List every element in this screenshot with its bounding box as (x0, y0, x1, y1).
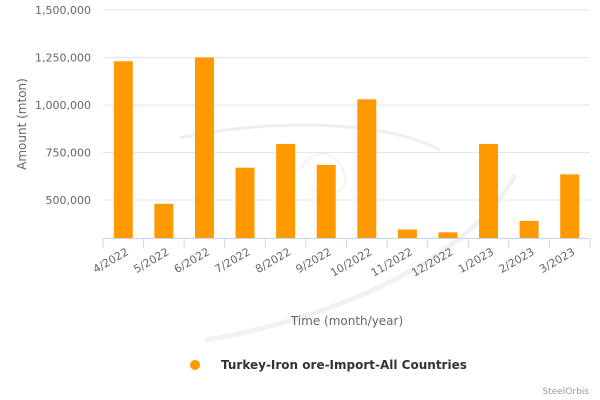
bar[interactable] (235, 167, 255, 238)
bar[interactable] (438, 232, 458, 238)
y-tick-label: 1,000,000 (35, 99, 91, 112)
y-axis-title: Amount (mton) (15, 78, 29, 170)
x-tick-label: 1/2023 (456, 245, 496, 276)
y-tick-labels: 500,000 750,000 1,000,000 1,250,000 1,500,00… (35, 4, 91, 207)
bar[interactable] (479, 143, 499, 238)
legend-label: Turkey-Iron ore-Import-All Countries (221, 358, 467, 372)
y-tick-label: 500,000 (46, 194, 92, 207)
bar[interactable] (560, 174, 580, 238)
bar[interactable] (519, 220, 539, 238)
x-tick-label: 9/2022 (294, 245, 334, 276)
bars (113, 57, 580, 239)
legend[interactable]: Turkey-Iron ore-Import-All Countries (190, 358, 467, 372)
x-axis-title: Time (month/year) (290, 314, 403, 328)
credit-label[interactable]: SteelOrbis (542, 387, 589, 397)
bar[interactable] (113, 61, 133, 238)
bar[interactable] (357, 99, 377, 238)
x-tick-label: 12/2022 (409, 245, 455, 279)
x-tick-label: 6/2022 (172, 245, 212, 276)
x-tick-label: 3/2023 (537, 245, 577, 276)
x-tick-label: 10/2022 (328, 245, 374, 279)
bar[interactable] (316, 164, 336, 238)
y-tick-label: 750,000 (46, 147, 92, 160)
bar[interactable] (194, 57, 214, 239)
x-tick-label: 8/2022 (253, 245, 293, 276)
x-tick-label: 2/2023 (497, 245, 537, 276)
y-tick-label: 1,500,000 (35, 4, 91, 17)
legend-marker (190, 360, 200, 370)
x-tick-label: 5/2022 (131, 245, 171, 276)
x-tick-label: 7/2022 (213, 245, 253, 276)
bar[interactable] (276, 143, 296, 238)
bar[interactable] (154, 203, 174, 238)
watermark (179, 123, 518, 343)
bar[interactable] (397, 229, 417, 238)
x-axis: 4/2022 5/2022 6/2022 7/2022 8/2022 9/202210/2… (91, 238, 591, 279)
gridlines (103, 9, 590, 201)
x-tick-label: 4/2022 (91, 245, 131, 276)
y-tick-label: 1,250,000 (35, 52, 91, 65)
